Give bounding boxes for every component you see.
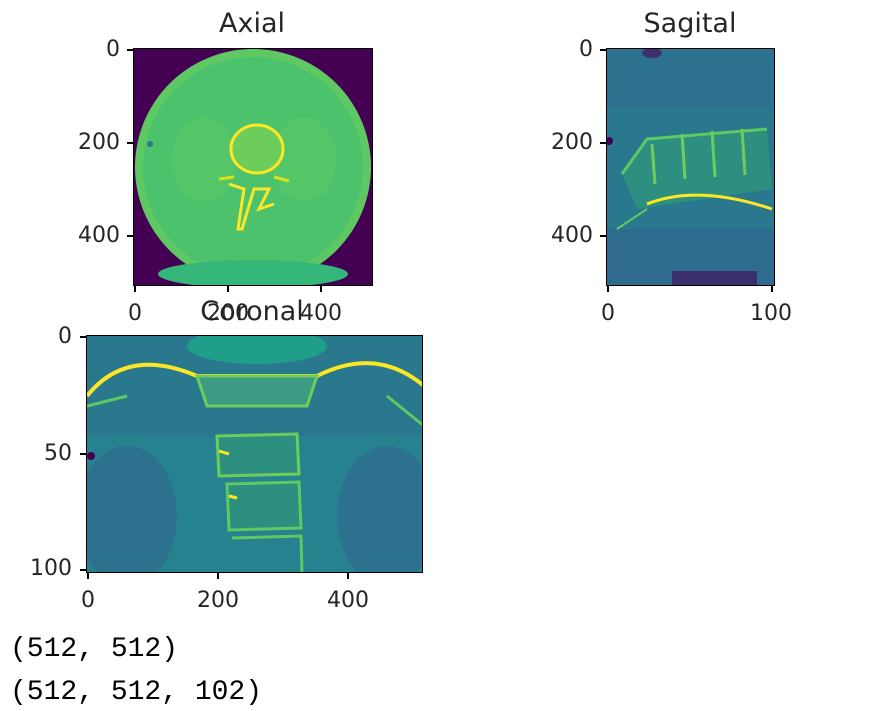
sagital-title: Sagital (643, 8, 737, 39)
coronal-x-label-400: 400 (327, 588, 369, 613)
axial-image (133, 48, 373, 286)
axial-x-label-400: 400 (300, 301, 342, 326)
axial-ct-slice (135, 49, 371, 285)
output-shape-3d: (512, 512, 102) (10, 677, 263, 708)
axial-x-tick-400 (320, 286, 322, 292)
coronal-image (86, 335, 423, 573)
axial-x-label-200: 200 (207, 301, 249, 326)
sagital-x-label-0: 0 (601, 301, 615, 326)
coronal-title: Coronal (200, 296, 304, 327)
sagital-y-tick-400 (600, 235, 606, 237)
coronal-y-tick-100 (80, 569, 86, 571)
coronal-y-label-0: 0 (58, 324, 72, 349)
sagital-image (606, 48, 775, 286)
axial-y-label-400: 400 (78, 223, 120, 248)
axial-x-tick-200 (227, 286, 229, 292)
coronal-x-label-200: 200 (197, 588, 239, 613)
sagital-y-label-0: 0 (579, 37, 593, 62)
axial-y-tick-0 (127, 49, 133, 51)
sagital-ct-slice (607, 49, 774, 285)
sagital-x-tick-100 (771, 286, 773, 292)
coronal-y-label-50: 50 (44, 441, 72, 466)
axial-y-label-0: 0 (106, 37, 120, 62)
sagital-x-tick-0 (607, 286, 609, 292)
coronal-x-tick-200 (217, 573, 219, 579)
coronal-x-tick-0 (87, 573, 89, 579)
sagital-x-label-100: 100 (750, 301, 792, 326)
coronal-x-tick-400 (347, 573, 349, 579)
sagital-y-tick-200 (600, 142, 606, 144)
axial-x-tick-0 (134, 286, 136, 292)
axial-x-label-0: 0 (128, 301, 142, 326)
axial-y-tick-200 (127, 142, 133, 144)
coronal-y-tick-0 (80, 336, 86, 338)
coronal-ct-slice (87, 336, 422, 572)
output-shape-2d: (512, 512) (10, 634, 179, 665)
sagital-y-tick-0 (600, 49, 606, 51)
axial-y-label-200: 200 (78, 130, 120, 155)
coronal-y-label-100: 100 (30, 556, 72, 581)
sagital-y-label-400: 400 (551, 223, 593, 248)
coronal-x-label-0: 0 (81, 588, 95, 613)
sagital-y-label-200: 200 (551, 130, 593, 155)
coronal-y-tick-50 (80, 453, 86, 455)
axial-title: Axial (219, 8, 285, 39)
axial-y-tick-400 (127, 235, 133, 237)
